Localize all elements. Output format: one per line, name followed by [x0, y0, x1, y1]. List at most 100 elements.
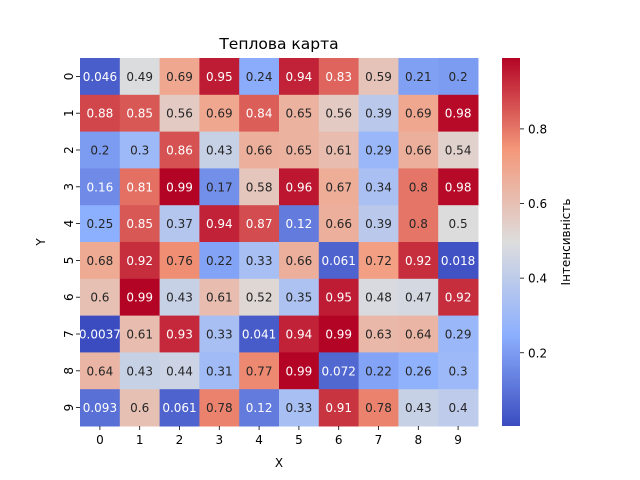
- heatmap-cell-6-8: [398, 278, 439, 317]
- cell-value-label-6-6: 0.95: [325, 291, 352, 305]
- heatmap-cell-1-0: [80, 94, 121, 133]
- heatmap-cell-1-8: [398, 94, 439, 133]
- colorbar-tick-label-2: 0.6: [528, 197, 547, 211]
- cell-value-label-5-3: 0.22: [206, 254, 233, 268]
- cell-value-label-4-5: 0.12: [286, 217, 313, 231]
- heatmap-cell-9-5: [279, 389, 320, 427]
- cell-value-label-4-7: 0.39: [365, 217, 392, 231]
- heatmap-cell-6-1: [119, 278, 161, 317]
- x-tick-label-5: 5: [295, 433, 303, 447]
- heatmap-cell-3-2: [159, 168, 200, 206]
- cell-value-label-9-9: 0.4: [449, 401, 468, 415]
- heatmap-cell-6-2: [159, 278, 200, 317]
- x-axis-label: X: [275, 456, 283, 470]
- cell-value-label-6-8: 0.47: [405, 291, 432, 305]
- colorbar-ticks: 0.2 0.4 0.6 0.8: [520, 122, 547, 360]
- cell-value-label-7-8: 0.64: [405, 328, 432, 342]
- heatmap-cell-4-8: [398, 205, 439, 243]
- heatmap-cell-7-8: [398, 315, 439, 353]
- cell-value-label-1-5: 0.65: [286, 107, 313, 121]
- cell-value-label-3-1: 0.81: [126, 180, 153, 194]
- heatmap-cell-4-7: [358, 205, 399, 243]
- cell-value-label-3-2: 0.99: [166, 180, 193, 194]
- y-tick-label-0: 0: [62, 73, 76, 81]
- cell-value-label-0-3: 0.95: [206, 70, 233, 84]
- cell-value-label-4-2: 0.37: [166, 217, 193, 231]
- heatmap-cell-4-4: [239, 205, 280, 243]
- heatmap-cell-3-6: [318, 168, 360, 206]
- heatmap-cell-0-4: [239, 58, 280, 96]
- cell-value-label-1-2: 0.56: [166, 107, 193, 121]
- cell-value-label-6-7: 0.48: [365, 291, 392, 305]
- cell-value-label-5-4: 0.33: [246, 254, 273, 268]
- heatmap-cell-2-3: [199, 131, 240, 169]
- cell-value-label-8-5: 0.99: [286, 364, 313, 378]
- cell-value-label-6-5: 0.35: [286, 291, 313, 305]
- cell-value-label-7-7: 0.63: [365, 328, 392, 342]
- heatmap-cell-5-5: [279, 242, 320, 280]
- heatmap-cell-9-9: [438, 389, 479, 427]
- colorbar-tick-label-3: 0.8: [528, 122, 547, 136]
- heatmap-cell-5-2: [159, 242, 200, 280]
- cell-value-label-8-2: 0.44: [166, 364, 193, 378]
- colorbar-tick-label-0: 0.2: [528, 346, 547, 360]
- colorbar-gradient: [502, 58, 520, 426]
- heatmap-cell-3-0: [80, 168, 121, 206]
- x-tick-label-9: 9: [454, 433, 462, 447]
- cell-value-label-5-8: 0.92: [405, 254, 432, 268]
- cell-value-label-7-9: 0.29: [445, 328, 472, 342]
- cell-value-label-8-3: 0.31: [206, 364, 233, 378]
- heatmap-cell-5-6: [318, 242, 360, 280]
- colorbar-tick-label-1: 0.4: [528, 272, 547, 286]
- cell-value-label-5-1: 0.92: [126, 254, 153, 268]
- cell-value-label-8-8: 0.26: [405, 364, 432, 378]
- heatmap-cell-6-0: [80, 278, 121, 317]
- cell-value-label-1-8: 0.69: [405, 107, 432, 121]
- heatmap-cell-1-9: [438, 94, 479, 133]
- heatmap-cell-0-7: [358, 58, 399, 96]
- cell-value-label-8-0: 0.64: [87, 364, 114, 378]
- colorbar: 0.2 0.4 0.6 0.8 Інтенсивність: [502, 58, 573, 426]
- cell-value-label-9-2: 0.061: [162, 401, 196, 415]
- x-axis: 0 1 2 3 4 5 6 7 8 9: [96, 426, 462, 447]
- cell-value-label-0-8: 0.21: [405, 70, 432, 84]
- cell-value-label-2-1: 0.3: [130, 144, 149, 158]
- cell-value-label-5-5: 0.66: [286, 254, 313, 268]
- heatmap-cell-4-5: [279, 205, 320, 243]
- heatmap-cell-8-4: [239, 352, 280, 390]
- cell-value-label-6-2: 0.43: [166, 291, 193, 305]
- heatmap-cell-0-3: [199, 58, 240, 96]
- cell-value-label-8-6: 0.072: [322, 364, 356, 378]
- heatmap-cell-1-3: [199, 94, 240, 133]
- cell-value-label-3-3: 0.17: [206, 180, 233, 194]
- heatmap-cell-7-9: [438, 315, 479, 353]
- heatmap-cell-3-8: [398, 168, 439, 206]
- cell-value-label-1-3: 0.69: [206, 107, 233, 121]
- heatmap-cell-9-0: [80, 389, 121, 427]
- heatmap-cell-9-2: [159, 389, 200, 427]
- heatmap-cell-1-2: [159, 94, 200, 133]
- heatmap-cell-3-9: [438, 168, 479, 206]
- cell-value-label-4-1: 0.85: [126, 217, 153, 231]
- heatmap-cell-7-7: [358, 315, 399, 353]
- cell-value-label-4-0: 0.25: [87, 217, 114, 231]
- heatmap-cell-1-5: [279, 94, 320, 133]
- heatmap-cell-8-7: [358, 352, 399, 390]
- cell-value-label-4-6: 0.66: [325, 217, 352, 231]
- y-tick-label-3: 3: [62, 183, 76, 191]
- heatmap-cell-9-7: [358, 389, 399, 427]
- heatmap-cell-7-5: [279, 315, 320, 353]
- cell-value-label-5-2: 0.76: [166, 254, 193, 268]
- cell-value-label-0-1: 0.49: [126, 70, 153, 84]
- y-tick-label-6: 6: [62, 293, 76, 301]
- cell-value-label-1-1: 0.85: [126, 107, 153, 121]
- heatmap-cell-2-8: [398, 131, 439, 169]
- chart-title: Теплова карта: [218, 35, 338, 53]
- cell-value-label-2-3: 0.43: [206, 144, 233, 158]
- heatmap-cell-7-6: [318, 315, 360, 353]
- cell-value-label-0-4: 0.24: [246, 70, 273, 84]
- cell-value-label-1-9: 0.98: [445, 107, 472, 121]
- y-tick-label-8: 8: [62, 367, 76, 375]
- cell-value-label-1-0: 0.88: [87, 107, 114, 121]
- cell-value-label-6-0: 0.6: [90, 291, 109, 305]
